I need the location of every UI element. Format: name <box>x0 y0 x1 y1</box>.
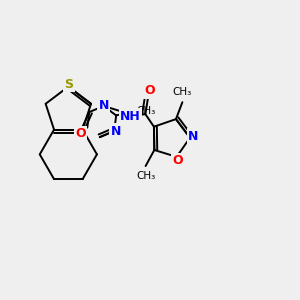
Text: N: N <box>98 100 109 112</box>
Text: O: O <box>144 84 155 97</box>
Text: CH₃: CH₃ <box>173 87 192 97</box>
Text: N: N <box>110 124 121 137</box>
Text: O: O <box>173 154 183 167</box>
Text: N: N <box>188 130 199 143</box>
Text: CH₃: CH₃ <box>136 106 155 116</box>
Text: CH₃: CH₃ <box>136 171 155 181</box>
Text: NH: NH <box>120 110 141 123</box>
Text: O: O <box>75 127 86 140</box>
Text: S: S <box>64 78 74 91</box>
